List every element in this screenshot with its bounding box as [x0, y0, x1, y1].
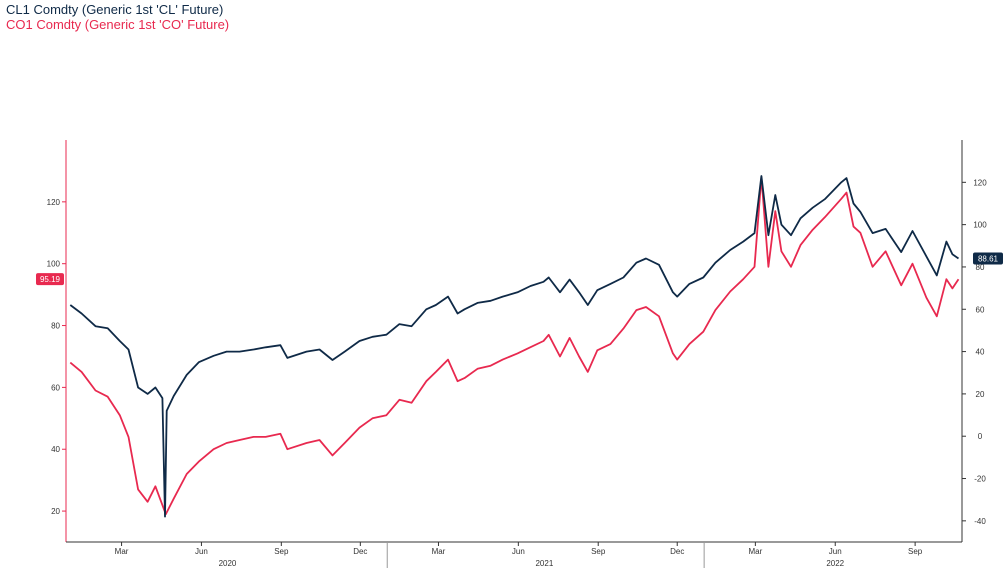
- right-tick-label: 40: [976, 348, 985, 357]
- x-tick-label: Jun: [195, 547, 208, 556]
- right-tick-label: -40: [974, 517, 986, 526]
- right-tick-label: 0: [978, 432, 983, 441]
- co1-last-value-text: 95.19: [40, 275, 61, 284]
- right-tick-label: 80: [976, 263, 985, 272]
- series-cl1-line: [69, 175, 960, 518]
- x-tick-label: Dec: [353, 547, 367, 556]
- co1-last-value-tag: [36, 273, 64, 286]
- left-tick-label: 100: [47, 260, 61, 269]
- left-tick-label: 120: [47, 198, 61, 207]
- right-tick-label: 120: [973, 178, 987, 187]
- x-tick-label: Mar: [115, 547, 129, 556]
- right-tick-label: 60: [976, 305, 985, 314]
- left-tick-label: 80: [51, 322, 60, 331]
- x-tick-label: Sep: [908, 547, 923, 556]
- x-tick-label: Sep: [274, 547, 289, 556]
- x-tick-label: Dec: [670, 547, 684, 556]
- x-tick-label: Mar: [748, 547, 762, 556]
- cl1-last-value-text: 88.61: [978, 254, 999, 263]
- right-tick-label: 20: [976, 390, 985, 399]
- legend: CL1 Comdty (Generic 1st 'CL' Future) CO1…: [6, 2, 229, 32]
- x-tick-label: Jun: [512, 547, 525, 556]
- year-label: 2020: [219, 559, 237, 568]
- left-tick-label: 40: [51, 445, 60, 454]
- x-tick-label: Mar: [432, 547, 446, 556]
- right-tick-label: -20: [974, 475, 986, 484]
- year-label: 2021: [535, 559, 553, 568]
- left-tick-label: 60: [51, 383, 60, 392]
- left-tick-label: 20: [51, 507, 60, 516]
- legend-cl1: CL1 Comdty (Generic 1st 'CL' Future): [6, 2, 224, 17]
- year-label: 2022: [826, 559, 844, 568]
- x-tick-label: Jun: [829, 547, 842, 556]
- legend-co1: CO1 Comdty (Generic 1st 'CO' Future): [6, 17, 230, 32]
- series-co1-line: [69, 176, 960, 516]
- right-tick-label: 100: [973, 221, 987, 230]
- cl1-last-value-tag: [973, 252, 1003, 265]
- x-tick-label: Sep: [591, 547, 606, 556]
